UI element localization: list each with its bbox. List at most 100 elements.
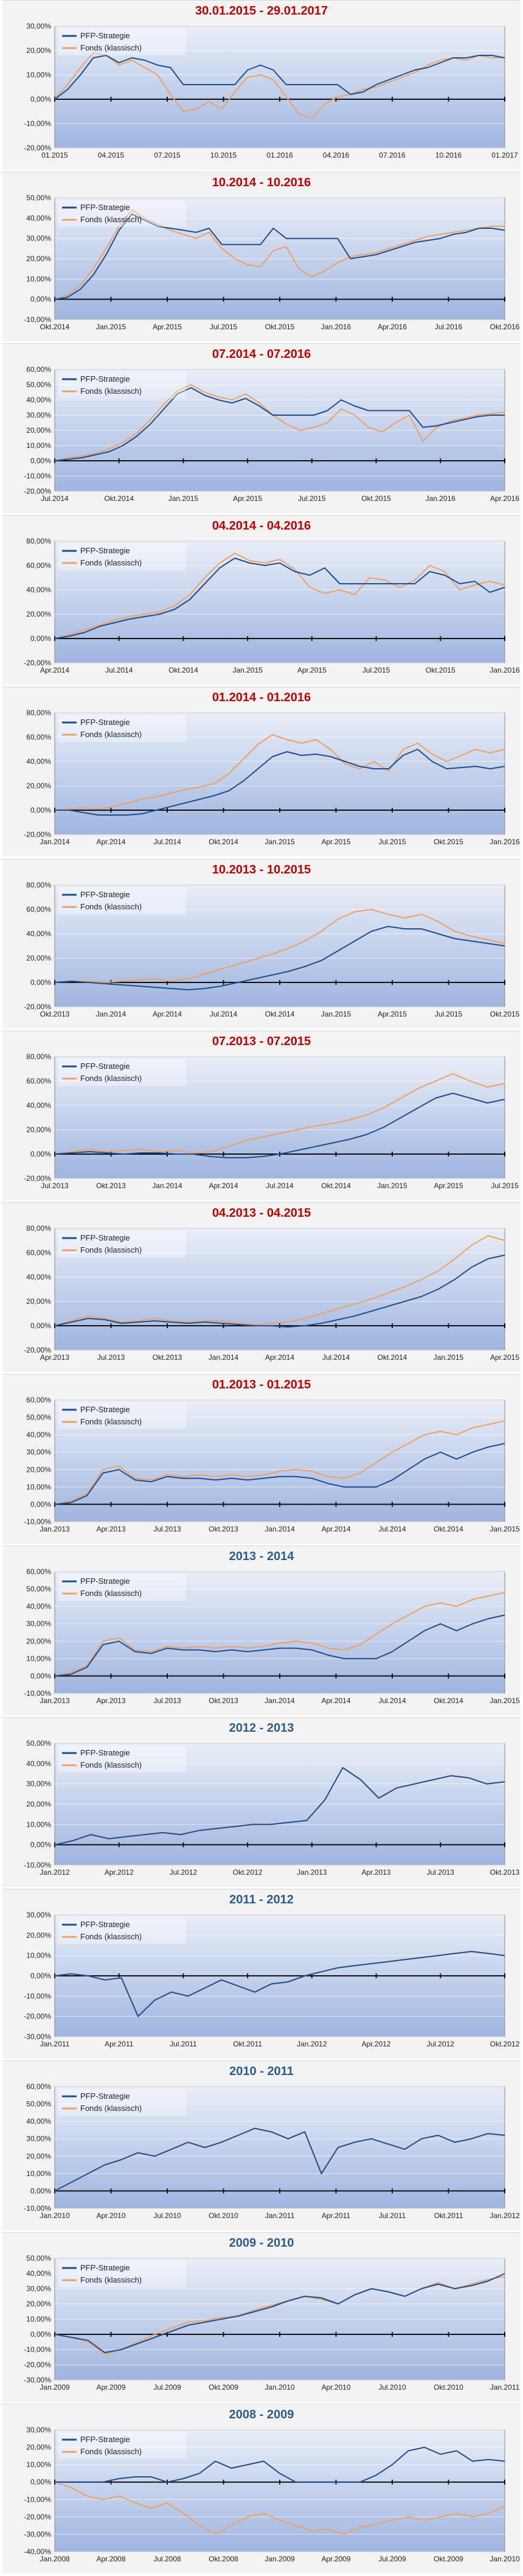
x-tick-label: Jul.2014 bbox=[378, 1525, 406, 1533]
chart-panel: 2008 - 2009 -40,00% -30,00% -20,00% -10,00% 0… bbox=[2, 2404, 521, 2574]
x-tick-label: Jul.2012 bbox=[170, 1868, 198, 1877]
series-line-strategy bbox=[54, 55, 505, 100]
y-tick-label: 40,00% bbox=[26, 2269, 51, 2278]
x-tick-label: Jul.2014 bbox=[378, 1696, 406, 1705]
y-tick-label: 0,00% bbox=[30, 806, 51, 814]
y-tick-label: -10,00% bbox=[24, 2204, 51, 2213]
series-line-fonds bbox=[54, 553, 505, 640]
y-tick-label: 60,00% bbox=[26, 561, 51, 570]
y-tick-label: -10,00% bbox=[24, 1517, 51, 1526]
x-tick-label: Jul.2013 bbox=[41, 1181, 69, 1190]
x-tick-label: Jan.2015 bbox=[490, 1696, 520, 1705]
series-line-fonds bbox=[54, 1592, 505, 1677]
chart-panel: 30.01.2015 - 29.01.2017 -20,00% -10,00% 0,0… bbox=[2, 0, 521, 170]
y-tick-label: 20,00% bbox=[26, 610, 51, 618]
legend: PFP-Strategie Fonds (klassisch) bbox=[58, 2089, 186, 2116]
legend-label-fonds: Fonds (klassisch) bbox=[80, 1589, 142, 1598]
legend: PFP-Strategie Fonds (klassisch) bbox=[58, 887, 186, 914]
chart-title: 07.2013 - 07.2015 bbox=[212, 1034, 311, 1048]
x-tick-label: Jan.2015 bbox=[265, 838, 295, 846]
series-line-fonds bbox=[54, 2276, 505, 2355]
chart-title: 2012 - 2013 bbox=[229, 1721, 294, 1735]
x-tick-label: Okt.2014 bbox=[265, 1010, 295, 1018]
legend-label-fonds: Fonds (klassisch) bbox=[80, 43, 142, 52]
legend: PFP-Strategie Fonds (klassisch) bbox=[58, 1746, 186, 1773]
legend-box bbox=[58, 544, 186, 571]
x-tick-label: Apr.2014 bbox=[40, 666, 69, 674]
y-tick-label: 60,00% bbox=[26, 1248, 51, 1257]
y-tick-label: -20,00% bbox=[24, 659, 51, 667]
x-tick-label: Okt.2013 bbox=[96, 1181, 126, 1190]
x-tick-label: 04.2015 bbox=[98, 151, 125, 159]
y-tick-label: 50,00% bbox=[26, 1584, 51, 1593]
x-tick-label: Jan.2016 bbox=[490, 666, 520, 674]
y-tick-label: 40,00% bbox=[26, 1430, 51, 1439]
x-tick-label: Okt.2012 bbox=[490, 2040, 520, 2048]
y-tick-label: 0,00% bbox=[30, 95, 51, 103]
x-tick-label: Apr.2015 bbox=[434, 1181, 463, 1190]
series-line-strategy bbox=[54, 1443, 505, 1505]
legend: PFP-Strategie Fonds (klassisch) bbox=[58, 1573, 186, 1601]
y-tick-label: -20,00% bbox=[24, 2012, 51, 2021]
chart-panel: 2010 - 2011 -10,00% 0,00% 10,00% 20,00% 30,00… bbox=[2, 2060, 521, 2231]
legend-label-fonds: Fonds (klassisch) bbox=[80, 558, 142, 567]
x-tick-label: Jan.2014 bbox=[209, 1353, 239, 1362]
x-tick-label: Okt.2008 bbox=[209, 2555, 238, 2563]
y-tick-label: 50,00% bbox=[26, 2100, 51, 2109]
x-tick-label: Okt.2011 bbox=[434, 2211, 463, 2220]
legend-label-fonds: Fonds (klassisch) bbox=[80, 1760, 142, 1769]
series-line-fonds bbox=[54, 209, 505, 300]
series-line-strategy bbox=[55, 749, 505, 816]
x-tick-label: Apr.2013 bbox=[96, 1525, 125, 1533]
x-tick-label: Jan.2015 bbox=[377, 1181, 407, 1190]
x-tick-label: Jan.2010 bbox=[265, 2383, 295, 2392]
y-tick-label: -20,00% bbox=[24, 1003, 51, 1011]
y-tick-label: -10,00% bbox=[24, 1992, 51, 2000]
x-tick-label: Okt.2014 bbox=[40, 323, 70, 331]
y-tick-label: 20,00% bbox=[26, 254, 51, 263]
legend-box bbox=[58, 2089, 186, 2116]
x-tick-label: Jul.2009 bbox=[378, 2555, 406, 2563]
legend-label-fonds: Fonds (klassisch) bbox=[80, 1417, 142, 1426]
series-line-fonds bbox=[54, 908, 505, 983]
legend: PFP-Strategie Fonds (klassisch) bbox=[58, 2261, 186, 2288]
x-tick-label: Jul.2015 bbox=[491, 1181, 519, 1190]
chart-svg: -10,00% 0,00% 10,00% 20,00% 30,00% 40,00% 50,0… bbox=[24, 1396, 520, 1533]
y-tick-label: -20,00% bbox=[24, 487, 51, 495]
chart-svg: -10,00% 0,00% 10,00% 20,00% 30,00% 40,00% 50,0… bbox=[24, 2082, 520, 2220]
chart-panel: 04.2013 - 04.2015 -20,00% 0,00% 20,00% 40,00… bbox=[2, 1202, 521, 1372]
legend-label-strategy: PFP-Strategie bbox=[80, 1405, 130, 1414]
x-tick-label: Jul.2015 bbox=[435, 1010, 463, 1018]
x-tick-label: Jul.2012 bbox=[427, 2040, 455, 2048]
series-line-strategy bbox=[55, 2446, 505, 2483]
legend-box bbox=[58, 1230, 186, 1258]
x-tick-label: Apr.2011 bbox=[322, 2211, 350, 2220]
y-tick-label: 0,00% bbox=[30, 1500, 51, 1508]
legend-box bbox=[58, 715, 186, 743]
x-tick-label: Jul.2014 bbox=[41, 494, 69, 503]
legend-label-strategy: PFP-Strategie bbox=[80, 718, 130, 727]
chart-title: 2013 - 2014 bbox=[229, 1549, 294, 1563]
y-tick-label: 40,00% bbox=[26, 2117, 51, 2126]
y-tick-label: -20,00% bbox=[24, 830, 51, 839]
legend-box bbox=[58, 1402, 186, 1429]
x-tick-label: Okt.2014 bbox=[378, 1353, 407, 1362]
legend: PFP-Strategie Fonds (klassisch) bbox=[58, 29, 186, 55]
y-tick-label: -10,00% bbox=[24, 2496, 51, 2504]
x-tick-label: Jul.2015 bbox=[298, 494, 326, 503]
x-tick-label: Okt.2015 bbox=[361, 494, 391, 503]
chart-title: 2008 - 2009 bbox=[229, 2408, 294, 2422]
legend-label-fonds: Fonds (klassisch) bbox=[80, 1245, 142, 1255]
y-tick-label: 60,00% bbox=[26, 1077, 51, 1085]
y-tick-label: 30,00% bbox=[26, 1780, 51, 1788]
series-line-fonds bbox=[54, 2482, 505, 2535]
y-tick-label: 0,00% bbox=[30, 1841, 51, 1849]
plot-area bbox=[54, 1399, 505, 1522]
x-tick-label: Jul.2013 bbox=[153, 1696, 181, 1705]
y-tick-label: 10,00% bbox=[26, 1820, 51, 1829]
y-tick-label: 30,00% bbox=[26, 22, 51, 30]
series-line-strategy bbox=[54, 2127, 505, 2192]
chart-panel: 2013 - 2014 -10,00% 0,00% 10,00% 20,00% 30,00… bbox=[2, 1545, 521, 1715]
x-tick-label: Okt.2013 bbox=[209, 1696, 238, 1705]
x-tick-label: Jan.2011 bbox=[40, 2040, 70, 2048]
